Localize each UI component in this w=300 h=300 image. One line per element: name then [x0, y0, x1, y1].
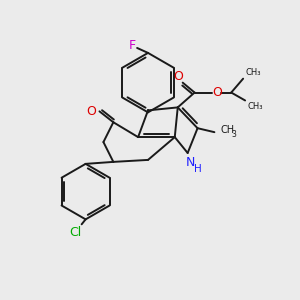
Text: O: O	[87, 105, 97, 118]
Text: O: O	[212, 86, 222, 99]
Text: F: F	[129, 40, 136, 52]
Text: N: N	[186, 156, 195, 170]
Text: CH₃: CH₃	[245, 68, 261, 77]
Text: CH: CH	[220, 125, 235, 135]
Text: Cl: Cl	[70, 226, 82, 239]
Text: H: H	[194, 164, 201, 174]
Text: 3: 3	[231, 130, 236, 139]
Text: CH₃: CH₃	[247, 102, 262, 111]
Text: O: O	[173, 70, 183, 83]
